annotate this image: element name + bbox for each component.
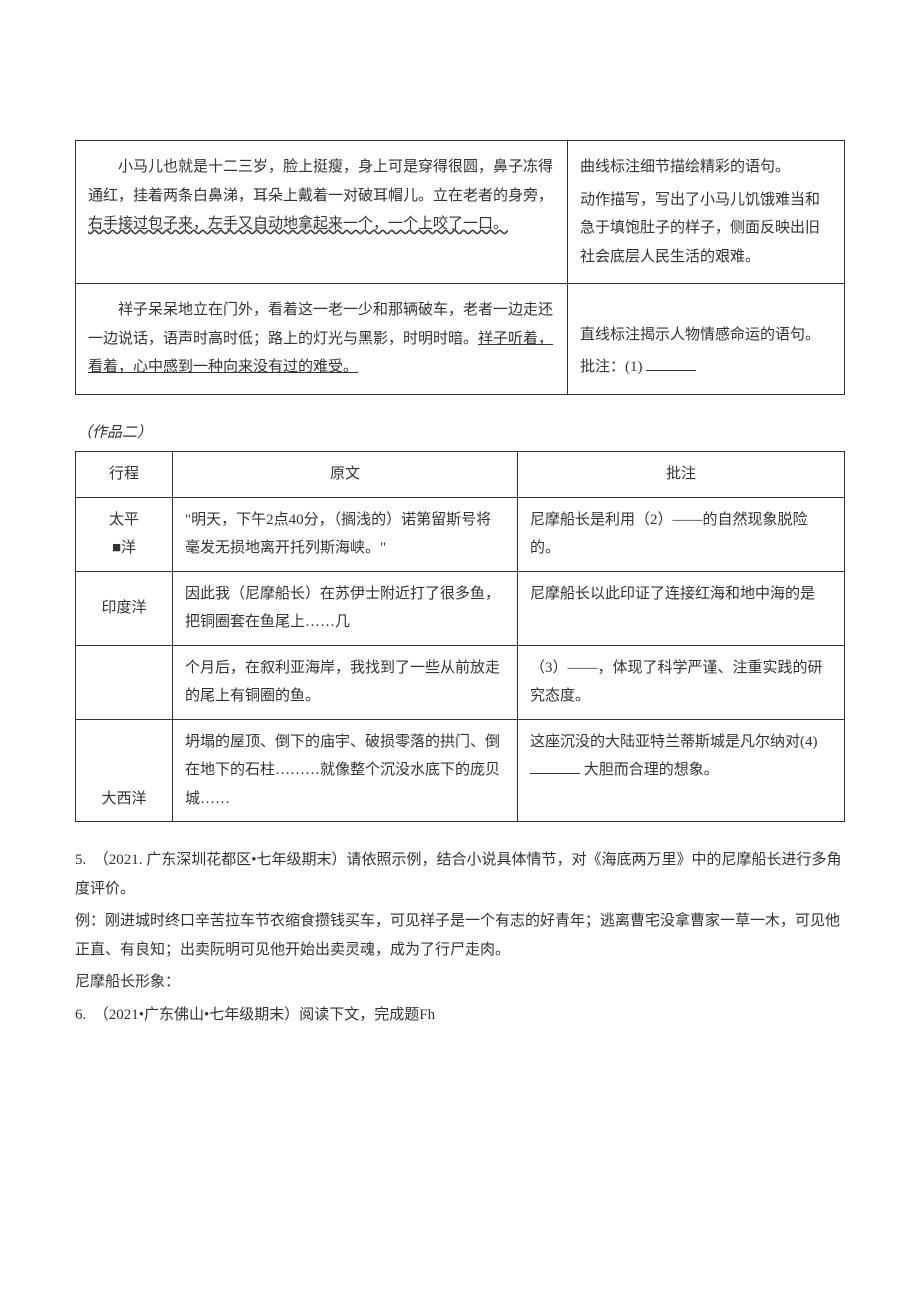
table-row: 个月后，在叙利亚海岸，我找到了一些从前放走的尾上有铜圈的鱼。 （3）——，体现了… — [76, 645, 845, 719]
annotation-cell: （3）——，体现了科学严谨、注重实践的研究态度。 — [518, 645, 845, 719]
column-header: 批注 — [518, 452, 845, 498]
annotation-fill-line: 批注：(1) — [580, 353, 832, 382]
itinerary-cell: 印度洋 — [76, 571, 173, 645]
annotation-suffix: 大胆而合理的想象。 — [584, 762, 719, 778]
original-text-cell: 个月后，在叙利亚海岸，我找到了一些从前放走的尾上有铜圈的鱼。 — [173, 645, 518, 719]
annotation-cell: 尼摩船长是利用（2）——的自然现象脱险的。 — [518, 497, 845, 571]
question-5-example: 例：刚进城时终口辛苦拉车节衣缩食攒钱买车，可见祥子是一个有志的好青年；逃离曹宅没… — [75, 907, 845, 964]
itinerary-cell: 大西洋 — [76, 719, 173, 822]
question-5-prompt: 尼摩船长形象： — [75, 968, 845, 997]
table-row: 印度洋 因此我（尼摩船长）在苏伊士附近打了很多鱼，把铜圈套在鱼尾上……几 尼摩船… — [76, 571, 845, 645]
table-row: 小马儿也就是十二三岁，脸上挺瘦，身上可是穿得很圆，鼻子冻得通红，挂着两条白鼻涕，… — [76, 141, 845, 284]
table-header-row: 行程 原文 批注 — [76, 452, 845, 498]
excerpt-paragraph: 小马儿也就是十二三岁，脸上挺瘦，身上可是穿得很圆，鼻子冻得通红，挂着两条白鼻涕，… — [88, 153, 555, 239]
fill-blank[interactable] — [530, 758, 580, 774]
excerpt-wavy-underline: 右手接过包子来，左手又自动地拿起来一个，一个上咬了一口。 — [88, 216, 508, 232]
annotation-prefix: 批注：(1) — [580, 359, 643, 375]
table-row: 太平 ■洋 "明天，下午2点40分，（搁浅的）诺第留斯号将毫发无损地离开托列斯海… — [76, 497, 845, 571]
table-row: 大西洋 坍塌的屋顶、倒下的庙宇、破损零落的拱门、倒在地下的石柱………就像整个沉没… — [76, 719, 845, 822]
original-text-cell: 坍塌的屋顶、倒下的庙宇、破损零落的拱门、倒在地下的石柱………就像整个沉没水底下的… — [173, 719, 518, 822]
question-5-heading: 5. （2021. 广东深圳花都区•七年级期末）请依照示例，结合小说具体情节，对… — [75, 846, 845, 903]
annotation-cell: 曲线标注细节描绘精彩的语句。 动作描写，写出了小马儿饥饿难当和急于填饱肚子的样子… — [568, 141, 845, 284]
annotation-cell: 尼摩船长以此印证了连接红海和地中海的是 — [518, 571, 845, 645]
column-header: 原文 — [173, 452, 518, 498]
table-row: 祥子呆呆地立在门外，看着这一老一少和那辆破车，老者一边走还一边说话，语声时高时低… — [76, 284, 845, 395]
excerpt-cell: 小马儿也就是十二三岁，脸上挺瘦，身上可是穿得很圆，鼻子冻得通红，挂着两条白鼻涕，… — [76, 141, 568, 284]
itinerary-cell: 太平 ■洋 — [76, 497, 173, 571]
itinerary-cell — [76, 645, 173, 719]
annotation-line: 曲线标注细节描绘精彩的语句。 — [580, 153, 832, 182]
annotation-line: 直线标注揭示人物情感命运的语句。 — [580, 321, 832, 350]
original-text-cell: 因此我（尼摩船长）在苏伊士附近打了很多鱼，把铜圈套在鱼尾上……几 — [173, 571, 518, 645]
excerpt-paragraph: 祥子呆呆地立在门外，看着这一老一少和那辆破车，老者一边走还一边说话，语声时高时低… — [88, 296, 555, 382]
excerpt-plain-text: 小马儿也就是十二三岁，脸上挺瘦，身上可是穿得很圆，鼻子冻得通红，挂着两条白鼻涕，… — [88, 159, 553, 204]
question-6-heading: 6. （2021•广东佛山•七年级期末）阅读下文，完成题Fh — [75, 1001, 845, 1030]
annotations-table-1: 小马儿也就是十二三岁，脸上挺瘦，身上可是穿得很圆，鼻子冻得通红，挂着两条白鼻涕，… — [75, 140, 845, 395]
original-text-cell: "明天，下午2点40分，（搁浅的）诺第留斯号将毫发无损地离开托列斯海峡。" — [173, 497, 518, 571]
annotation-cell: 直线标注揭示人物情感命运的语句。 批注：(1) — [568, 284, 845, 395]
column-header: 行程 — [76, 452, 173, 498]
fill-blank[interactable] — [646, 355, 696, 371]
annotation-cell: 这座沉没的大陆亚特兰蒂斯城是凡尔纳对(4) 大胆而合理的想象。 — [518, 719, 845, 822]
annotations-table-2: 行程 原文 批注 太平 ■洋 "明天，下午2点40分，（搁浅的）诺第留斯号将毫发… — [75, 451, 845, 822]
work-two-label: （作品二） — [77, 419, 845, 448]
annotation-line: 动作描写，写出了小马儿饥饿难当和急于填饱肚子的样子，侧面反映出旧社会底层人民生活… — [580, 186, 832, 272]
excerpt-cell: 祥子呆呆地立在门外，看着这一老一少和那辆破车，老者一边走还一边说话，语声时高时低… — [76, 284, 568, 395]
annotation-prefix: 这座沉没的大陆亚特兰蒂斯城是凡尔纳对(4) — [530, 734, 818, 750]
